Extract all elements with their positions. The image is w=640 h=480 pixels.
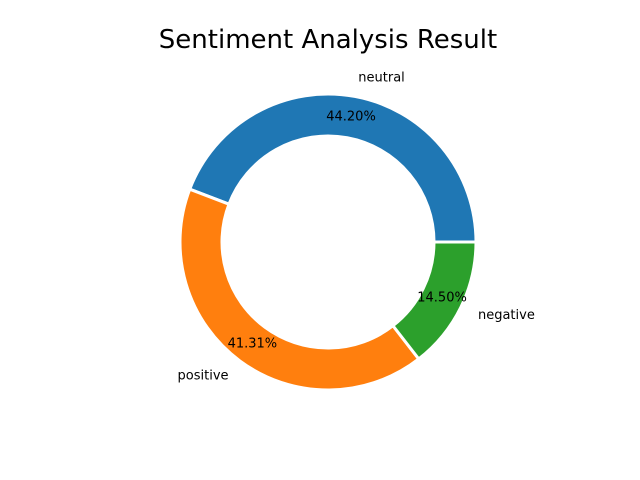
- slice-positive: [178, 187, 421, 392]
- label-negative: negative: [478, 308, 535, 323]
- donut-slices: [178, 92, 478, 392]
- slice-neutral: [188, 92, 478, 244]
- slice-labels: neutral 44.20% positive 41.31% negative 14.50…: [178, 70, 535, 383]
- slice-negative: [391, 240, 478, 361]
- label-positive: positive: [178, 369, 229, 384]
- chart-title: Sentiment Analysis Result: [159, 25, 497, 55]
- pct-label-positive: 41.31%: [228, 337, 278, 352]
- pct-label-neutral: 44.20%: [326, 110, 376, 125]
- pct-label-negative: 14.50%: [417, 290, 467, 305]
- label-neutral: neutral: [358, 70, 405, 85]
